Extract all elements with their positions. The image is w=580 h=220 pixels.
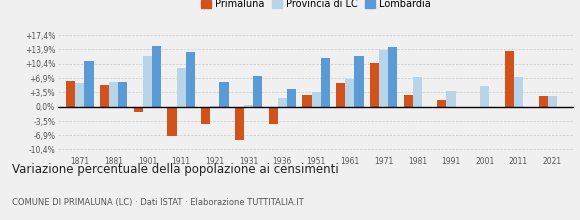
Bar <box>278 98 287 107</box>
Bar <box>118 82 128 107</box>
Bar <box>109 82 118 107</box>
Bar <box>404 95 413 107</box>
Bar <box>253 76 262 107</box>
Bar <box>345 79 354 107</box>
Bar <box>321 58 330 107</box>
Bar <box>100 85 109 107</box>
Bar <box>269 107 278 124</box>
Bar <box>211 106 219 107</box>
Bar <box>480 86 490 107</box>
Bar <box>186 52 195 107</box>
Bar <box>437 101 447 107</box>
Bar <box>302 95 311 107</box>
Bar <box>514 77 523 107</box>
Bar <box>447 91 456 107</box>
Bar <box>75 83 85 107</box>
Bar <box>244 105 253 107</box>
Bar <box>548 96 557 107</box>
Bar <box>336 83 345 107</box>
Bar <box>539 96 548 107</box>
Bar <box>134 107 143 112</box>
Bar <box>311 92 321 107</box>
Bar <box>413 77 422 107</box>
Bar <box>85 61 93 107</box>
Bar <box>505 51 514 107</box>
Bar <box>287 89 296 107</box>
Bar <box>219 82 229 107</box>
Bar <box>379 50 388 107</box>
Bar <box>152 46 161 107</box>
Bar <box>66 81 75 107</box>
Legend: Primaluna, Provincia di LC, Lombardia: Primaluna, Provincia di LC, Lombardia <box>198 0 434 13</box>
Text: COMUNE DI PRIMALUNA (LC) · Dati ISTAT · Elaborazione TUTTITALIA.IT: COMUNE DI PRIMALUNA (LC) · Dati ISTAT · … <box>12 198 303 207</box>
Bar <box>354 57 364 107</box>
Bar <box>143 57 152 107</box>
Text: Variazione percentuale della popolazione ai censimenti: Variazione percentuale della popolazione… <box>12 163 338 176</box>
Bar <box>388 47 397 107</box>
Bar <box>370 63 379 107</box>
Bar <box>235 107 244 140</box>
Bar <box>176 68 186 107</box>
Bar <box>168 107 176 136</box>
Bar <box>201 107 211 124</box>
